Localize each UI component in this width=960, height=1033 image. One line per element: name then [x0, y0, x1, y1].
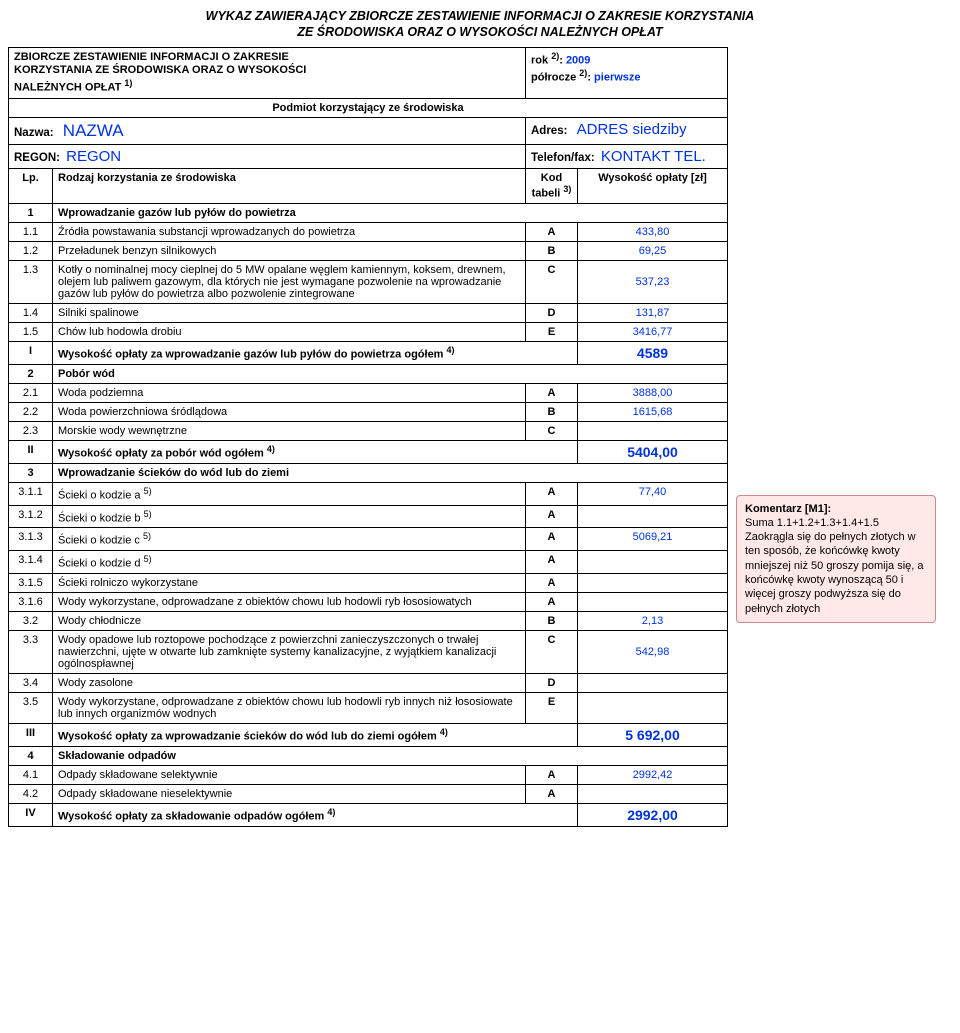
page-title-line1: WYKAZ ZAWIERAJĄCY ZBIORCZE ZESTAWIENIE I…	[206, 9, 755, 23]
row-3-3: 3.3 Wody opadowe lub roztopowe pochodząc…	[9, 630, 728, 673]
row-1: 1 Wprowadzanie gazów lub pyłów do powiet…	[9, 204, 728, 223]
tel-value: KONTAKT TEL.	[601, 148, 706, 165]
row-3-5: 3.5 Wody wykorzystane, odprowadzane z ob…	[9, 692, 728, 723]
row-I-total: I Wysokość opłaty za wprowadzanie gazów …	[9, 342, 728, 365]
nazwa-row: Nazwa: NAZWA	[9, 118, 526, 145]
row-3-1-4: 3.1.4 Ścieki o kodzie d 5) A	[9, 551, 728, 574]
podmiot-header: Podmiot korzystający ze środowiska	[9, 99, 728, 118]
nazwa-value: NAZWA	[63, 121, 124, 140]
comment-head: Komentarz [M1]:	[745, 503, 831, 515]
form-title-cell: ZBIORCZE ZESTAWIENIE INFORMACJI O ZAKRES…	[9, 47, 526, 99]
row-1-1: 1.1 Źródła powstawania substancji wprowa…	[9, 223, 728, 242]
main-form-table: ZBIORCZE ZESTAWIENIE INFORMACJI O ZAKRES…	[8, 47, 728, 827]
comment-line1: Suma 1.1+1.2+1.3+1.4+1.5	[745, 517, 879, 529]
row-3-1-2: 3.1.2 Ścieki o kodzie b 5) A	[9, 505, 728, 528]
row-4-2: 4.2 Odpady składowane nieselektywnie A	[9, 784, 728, 803]
tel-row: Telefon/fax: KONTAKT TEL.	[526, 145, 728, 169]
row-1-5: 1.5 Chów lub hodowla drobiu E 3416,77	[9, 323, 728, 342]
adres-value: ADRES siedziby	[577, 121, 687, 138]
period-cell: rok 2): 2009 półrocze 2): pierwsze	[526, 47, 728, 99]
row-3-2: 3.2 Wody chłodnicze B 2,13	[9, 611, 728, 630]
row-1-2: 1.2 Przeładunek benzyn silnikowych B 69,…	[9, 242, 728, 261]
row-3-1-5: 3.1.5 Ścieki rolniczo wykorzystane A	[9, 573, 728, 592]
row-II-total: II Wysokość opłaty za pobór wód ogółem 4…	[9, 441, 728, 464]
regon-row: REGON: REGON	[9, 145, 526, 169]
row-1-3: 1.3 Kotły o nominalnej mocy cieplnej do …	[9, 261, 728, 304]
row-2: 2 Pobór wód	[9, 365, 728, 384]
row-III-total: III Wysokość opłaty za wprowadzanie ście…	[9, 723, 728, 746]
page-header: WYKAZ ZAWIERAJĄCY ZBIORCZE ZESTAWIENIE I…	[8, 8, 952, 41]
row-IV-total: IV Wysokość opłaty za składowanie odpadó…	[9, 803, 728, 826]
row-4-1: 4.1 Odpady składowane selektywnie A 2992…	[9, 765, 728, 784]
row-3-4: 3.4 Wody zasolone D	[9, 673, 728, 692]
row-3-1-1: 3.1.1 Ścieki o kodzie a 5) A 77,40	[9, 483, 728, 506]
comment-box: Komentarz [M1]: Suma 1.1+1.2+1.3+1.4+1.5…	[736, 495, 936, 623]
row-2-2: 2.2 Woda powierzchniowa śródlądowa B 161…	[9, 403, 728, 422]
row-2-1: 2.1 Woda podziemna A 3888,00	[9, 384, 728, 403]
comment-line2: Zaokrągla się do pełnych złotych w ten s…	[745, 531, 924, 614]
row-3: 3 Wprowadzanie ścieków do wód lub do zie…	[9, 464, 728, 483]
page-title-line2: ZE ŚRODOWISKA ORAZ O WYSOKOŚCI NALEŻNYCH…	[297, 25, 662, 39]
row-4: 4 Składowanie odpadów	[9, 746, 728, 765]
row-3-1-3: 3.1.3 Ścieki o kodzie c 5) A 5069,21	[9, 528, 728, 551]
row-2-3: 2.3 Morskie wody wewnętrzne C	[9, 422, 728, 441]
row-1-4: 1.4 Silniki spalinowe D 131,87	[9, 304, 728, 323]
row-3-1-6: 3.1.6 Wody wykorzystane, odprowadzane z …	[9, 592, 728, 611]
adres-row: Adres: ADRES siedziby	[526, 118, 728, 145]
regon-value: REGON	[66, 148, 121, 165]
column-headers: Lp. Rodzaj korzystania ze środowiska Kod…	[9, 169, 728, 204]
